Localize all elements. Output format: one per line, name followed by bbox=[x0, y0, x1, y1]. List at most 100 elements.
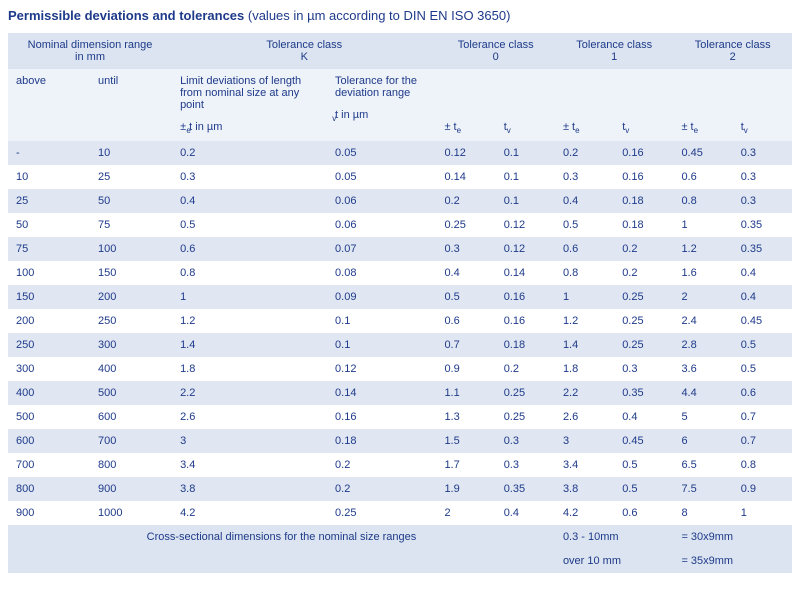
table-cell: 1.4 bbox=[555, 333, 614, 357]
table-cell: 0.2 bbox=[172, 141, 327, 165]
table-cell: 0.6 bbox=[733, 381, 792, 405]
table-cell: 7.5 bbox=[673, 477, 732, 501]
table-cell: 0.3 bbox=[496, 453, 555, 477]
table-cell: 0.5 bbox=[172, 213, 327, 237]
table-cell: 1.9 bbox=[436, 477, 495, 501]
table-row: 10250.30.050.140.10.30.160.60.3 bbox=[8, 165, 792, 189]
table-row: 60070030.181.50.330.4560.7 bbox=[8, 429, 792, 453]
table-cell: 2.8 bbox=[673, 333, 732, 357]
table-cell: 0.4 bbox=[172, 189, 327, 213]
table-cell: 0.2 bbox=[436, 189, 495, 213]
table-cell: 0.12 bbox=[327, 357, 436, 381]
table-cell: 0.16 bbox=[614, 141, 673, 165]
table-cell: 0.6 bbox=[614, 501, 673, 525]
table-cell: 0.06 bbox=[327, 189, 436, 213]
tolerance-table: Nominal dimension rangein mm Tolerance c… bbox=[8, 33, 792, 573]
table-cell: 0.3 bbox=[733, 189, 792, 213]
table-cell: 6.5 bbox=[673, 453, 732, 477]
table-cell: 0.1 bbox=[327, 333, 436, 357]
table-cell: 0.25 bbox=[614, 333, 673, 357]
table-cell: 4.2 bbox=[555, 501, 614, 525]
table-cell: 2.2 bbox=[172, 381, 327, 405]
table-cell: 0.3 bbox=[436, 237, 495, 261]
table-cell: 0.18 bbox=[496, 333, 555, 357]
hdr-class-k: Tolerance classK bbox=[172, 33, 436, 69]
table-cell: 100 bbox=[8, 261, 90, 285]
table-cell: 0.4 bbox=[436, 261, 495, 285]
hdr-limit-dev: Limit deviations of length from nominal … bbox=[172, 69, 327, 141]
table-cell: 0.25 bbox=[614, 309, 673, 333]
table-row: -100.20.050.120.10.20.160.450.3 bbox=[8, 141, 792, 165]
table-cell: 0.9 bbox=[436, 357, 495, 381]
table-cell: 0.6 bbox=[555, 237, 614, 261]
table-row: 90010004.20.2520.44.20.681 bbox=[8, 501, 792, 525]
table-cell: 0.25 bbox=[436, 213, 495, 237]
table-cell: 0.18 bbox=[614, 189, 673, 213]
table-cell: 1.8 bbox=[555, 357, 614, 381]
table-cell: 1.3 bbox=[436, 405, 495, 429]
table-cell: 0.6 bbox=[436, 309, 495, 333]
table-row: 50750.50.060.250.120.50.1810.35 bbox=[8, 213, 792, 237]
table-cell: 400 bbox=[90, 357, 172, 381]
table-cell: 500 bbox=[8, 405, 90, 429]
table-cell: 3.8 bbox=[555, 477, 614, 501]
page-title: Permissible deviations and tolerances (v… bbox=[8, 8, 792, 23]
table-cell: 4.2 bbox=[172, 501, 327, 525]
table-cell: 1.2 bbox=[555, 309, 614, 333]
table-cell: 100 bbox=[90, 237, 172, 261]
table-cell: 250 bbox=[90, 309, 172, 333]
table-cell: 0.8 bbox=[172, 261, 327, 285]
table-row: 4005002.20.141.10.252.20.354.40.6 bbox=[8, 381, 792, 405]
table-cell: 0.16 bbox=[327, 405, 436, 429]
table-cell: 0.1 bbox=[327, 309, 436, 333]
table-cell: 0.2 bbox=[614, 237, 673, 261]
table-cell: 0.05 bbox=[327, 141, 436, 165]
hdr-nominal: Nominal dimension rangein mm bbox=[8, 33, 172, 69]
table-cell: 1.2 bbox=[172, 309, 327, 333]
table-cell: 0.3 bbox=[733, 165, 792, 189]
hdr-class-2: Tolerance class2 bbox=[673, 33, 792, 69]
table-cell: 0.1 bbox=[496, 165, 555, 189]
table-cell: 0.7 bbox=[436, 333, 495, 357]
table-cell: 75 bbox=[90, 213, 172, 237]
table-cell: 25 bbox=[8, 189, 90, 213]
table-cell: 50 bbox=[90, 189, 172, 213]
table-cell: 3.6 bbox=[673, 357, 732, 381]
table-cell: 0.16 bbox=[496, 285, 555, 309]
table-cell: 0.16 bbox=[614, 165, 673, 189]
table-cell: 0.35 bbox=[614, 381, 673, 405]
table-cell: 4.4 bbox=[673, 381, 732, 405]
table-cell: 0.4 bbox=[496, 501, 555, 525]
footer-r1a: 0.3 - 10mm bbox=[555, 525, 674, 549]
hdr-class2-te: ± te bbox=[673, 69, 732, 141]
footer-r2b: = 35x9mm bbox=[673, 549, 792, 573]
table-cell: 0.25 bbox=[614, 285, 673, 309]
table-cell: 1 bbox=[733, 501, 792, 525]
table-cell: 3 bbox=[555, 429, 614, 453]
hdr-class2-tv: tv bbox=[733, 69, 792, 141]
table-cell: 0.5 bbox=[614, 453, 673, 477]
hdr-tol-range: Tolerance for the deviation range t in µ… bbox=[327, 69, 436, 141]
footer-r2a: over 10 mm bbox=[555, 549, 674, 573]
table-cell: 200 bbox=[8, 309, 90, 333]
table-cell: 50 bbox=[8, 213, 90, 237]
table-cell: 0.4 bbox=[555, 189, 614, 213]
table-cell: 200 bbox=[90, 285, 172, 309]
table-cell: 0.45 bbox=[614, 429, 673, 453]
table-cell: 0.25 bbox=[496, 381, 555, 405]
table-cell: 0.45 bbox=[733, 309, 792, 333]
table-cell: 0.2 bbox=[327, 477, 436, 501]
hdr-class1-tv: tv bbox=[614, 69, 673, 141]
table-cell: 1 bbox=[673, 213, 732, 237]
table-cell: 300 bbox=[90, 333, 172, 357]
table-cell: 0.7 bbox=[733, 405, 792, 429]
title-bold: Permissible deviations and tolerances bbox=[8, 8, 244, 23]
table-cell: 2 bbox=[436, 501, 495, 525]
table-cell: 800 bbox=[8, 477, 90, 501]
table-cell: 0.8 bbox=[555, 261, 614, 285]
table-cell: 0.2 bbox=[327, 453, 436, 477]
table-cell: 0.4 bbox=[733, 285, 792, 309]
table-cell: 0.1 bbox=[496, 189, 555, 213]
table-cell: 0.16 bbox=[496, 309, 555, 333]
table-row: 3004001.80.120.90.21.80.33.60.5 bbox=[8, 357, 792, 381]
